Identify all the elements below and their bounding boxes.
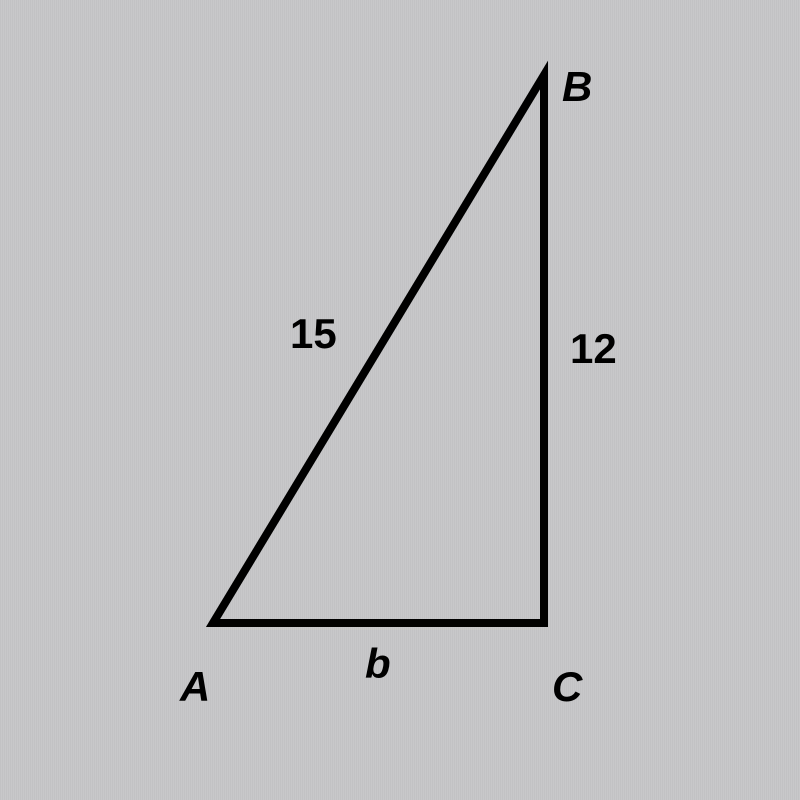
triangle-diagram: A B C 15 12 b	[0, 0, 800, 800]
vertex-label-B: B	[562, 63, 592, 111]
vertex-label-A: A	[180, 663, 210, 711]
triangle-svg	[0, 0, 800, 800]
triangle-shape	[213, 75, 544, 623]
side-label-BC: 12	[570, 325, 617, 373]
vertex-label-C: C	[552, 663, 582, 711]
side-label-AC: b	[365, 640, 391, 688]
side-label-AB: 15	[290, 310, 337, 358]
